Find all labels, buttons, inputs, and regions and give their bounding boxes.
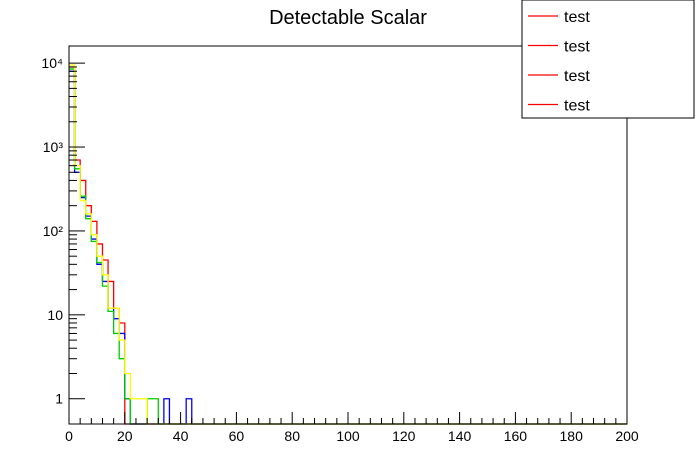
legend: test test test test — [521, 0, 695, 119]
x-tick-label: 0 — [65, 428, 73, 444]
x-tick-label: 20 — [117, 428, 133, 444]
x-tick-label: 180 — [560, 428, 584, 444]
chart-title: Detectable Scalar — [269, 7, 427, 29]
x-tick-label: 120 — [392, 428, 416, 444]
x-tick-label: 40 — [173, 428, 189, 444]
legend-label: test — [564, 68, 590, 85]
y-tick-label: 10⁴ — [41, 55, 63, 71]
x-tick-label: 140 — [448, 428, 472, 444]
y-tick-label: 10³ — [43, 139, 64, 155]
y-tick-label: 10² — [43, 223, 64, 239]
y-axis: 1 10 10² 10³ 10⁴ — [41, 55, 85, 407]
x-tick-label: 60 — [229, 428, 245, 444]
legend-box — [521, 0, 695, 119]
x-tick-label: 200 — [615, 428, 639, 444]
legend-label: test — [564, 98, 590, 115]
x-axis: 0 20 40 60 80 100 120 140 160 180 200 — [65, 412, 639, 444]
legend-label: test — [564, 9, 590, 26]
legend-label: test — [564, 39, 590, 56]
x-tick-label: 160 — [504, 428, 528, 444]
y-tick-label: 10 — [47, 307, 63, 323]
x-tick-label: 80 — [284, 428, 300, 444]
x-tick-label: 100 — [336, 428, 360, 444]
y-tick-label: 1 — [55, 391, 63, 407]
